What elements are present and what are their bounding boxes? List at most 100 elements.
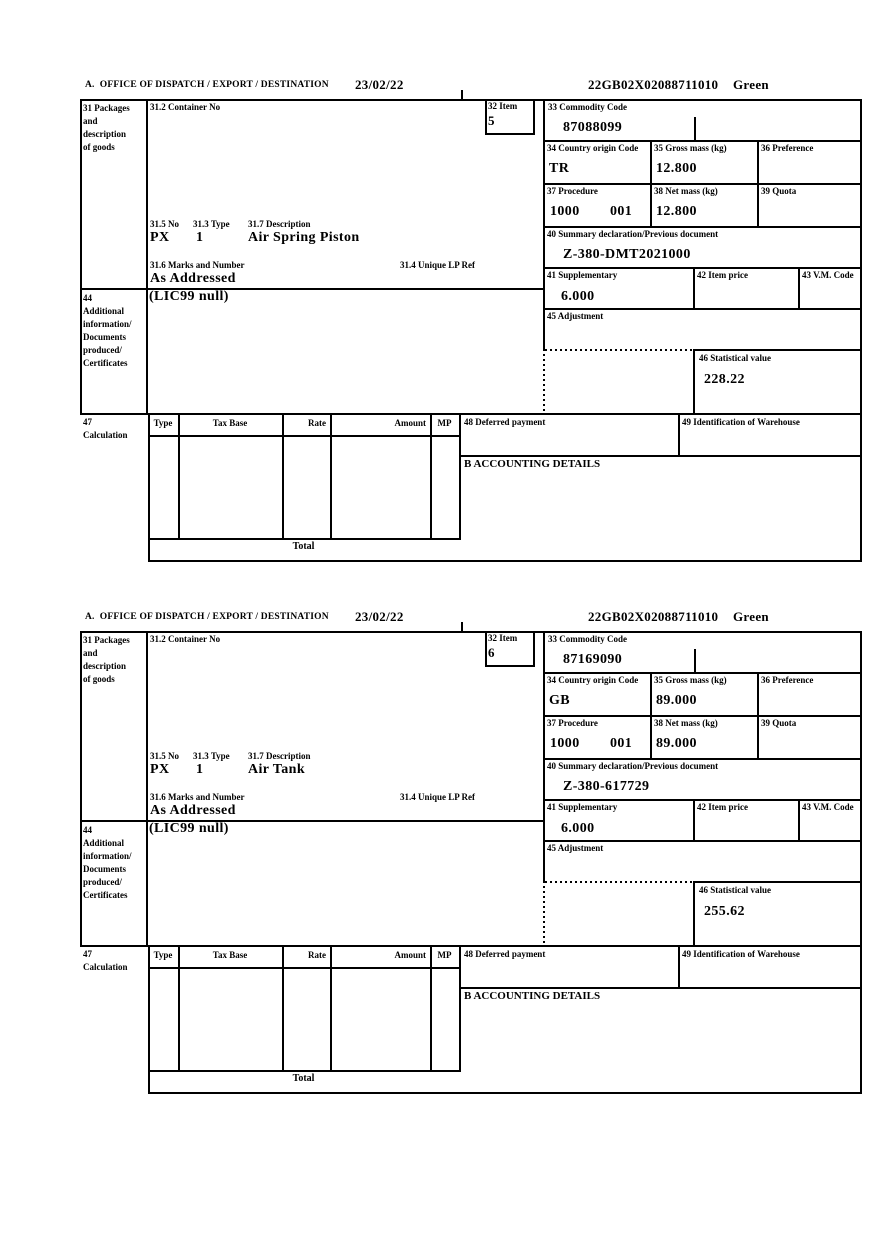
dotted-line (545, 881, 693, 883)
preference-label: 36 Preference (761, 675, 814, 685)
grid-line (860, 631, 862, 1094)
grid-line (485, 99, 487, 135)
grid-line (146, 99, 148, 415)
grid-line (459, 455, 862, 457)
grid-line (148, 435, 461, 437)
statistical-value: 255.62 (704, 904, 745, 919)
grid-line (543, 758, 862, 760)
grid-line (485, 631, 487, 667)
supplementary-label: 41 Supplementary (547, 270, 618, 280)
package-no-value: PX (150, 762, 170, 777)
grid-line (461, 90, 463, 99)
calc-type-header: Type (153, 950, 173, 960)
procedure-ext-value: 001 (610, 204, 633, 219)
vm-code-label: 43 V.M. Code (802, 802, 854, 812)
net-mass-value: 12.800 (656, 204, 697, 219)
grid-line (798, 267, 800, 310)
label-line: description (83, 661, 127, 671)
procedure-label: 37 Procedure (547, 186, 598, 196)
label-line: of goods (83, 674, 115, 684)
gross-mass-label: 35 Gross mass (kg) (654, 675, 727, 685)
grid-line (459, 987, 862, 989)
previous-document-value: Z-380-DMT2021000 (563, 247, 691, 262)
grid-line (485, 665, 535, 667)
grid-line (543, 840, 862, 842)
grid-line (678, 413, 680, 457)
grid-line (678, 945, 680, 989)
calc-amount-header: Amount (394, 950, 426, 960)
item-number-value: 6 (488, 645, 495, 660)
label-line: Certificates (83, 890, 128, 900)
deferred-payment-label: 48 Deferred payment (464, 417, 546, 427)
supplementary-label: 41 Supplementary (547, 802, 618, 812)
mrn-reference: 22GB02X02088711010 (588, 77, 719, 92)
statistical-value-label: 46 Statistical value (699, 885, 771, 895)
grid-line (798, 799, 800, 842)
grid-line (459, 945, 461, 1072)
grid-line (860, 99, 862, 562)
grid-line (148, 538, 461, 540)
grid-line (80, 631, 82, 947)
grid-line (543, 672, 862, 674)
declaration-item-block: A. OFFICE OF DISPATCH / EXPORT / DESTINA… (0, 75, 882, 570)
grid-line (148, 967, 461, 969)
label-line: information/ (83, 319, 132, 329)
gross-mass-value: 12.800 (656, 161, 697, 176)
grid-line (148, 1092, 862, 1094)
package-type-value: 1 (196, 762, 204, 777)
grid-line (146, 631, 148, 947)
grid-line (543, 308, 862, 310)
label-line: information/ (83, 851, 132, 861)
label-line: Additional (83, 306, 125, 316)
unique-lp-ref-label: 31.4 Unique LP Ref (400, 792, 476, 802)
marks-and-number-value: As Addressed (150, 271, 236, 286)
net-mass-label: 38 Net mass (kg) (654, 186, 718, 196)
package-no-label: 31.5 No (150, 751, 179, 761)
declaration-item-block: A. OFFICE OF DISPATCH / EXPORT / DESTINA… (0, 607, 882, 1102)
marks-and-number-label: 31.6 Marks and Number (150, 792, 245, 802)
gross-mass-label: 35 Gross mass (kg) (654, 143, 727, 153)
supplementary-value: 6.000 (561, 821, 595, 836)
quota-label: 39 Quota (761, 186, 797, 196)
grid-line (178, 413, 180, 540)
item-price-label: 42 Item price (697, 802, 748, 812)
box31-packages-label: 31 Packages and description of goods (83, 102, 145, 154)
container-no-label: 31.2 Container No (150, 102, 221, 112)
calc-amount-header: Amount (394, 418, 426, 428)
dotted-line (543, 881, 545, 945)
grid-line (693, 881, 695, 947)
grid-line (80, 99, 862, 101)
office-of-dispatch-header: A. OFFICE OF DISPATCH / EXPORT / DESTINA… (85, 612, 329, 622)
label-line: 31 Packages (83, 103, 130, 113)
package-no-label: 31.5 No (150, 219, 179, 229)
grid-line (693, 267, 695, 310)
label-line: 44 (83, 293, 92, 303)
calc-rate-header: Rate (308, 418, 326, 428)
commodity-code-subdivision-tick (694, 117, 696, 141)
declaration-date: 23/02/22 (355, 609, 404, 624)
calc-mp-header: MP (437, 418, 452, 428)
label-line: Certificates (83, 358, 128, 368)
grid-line (80, 413, 862, 415)
grid-line (757, 672, 759, 760)
declaration-date: 23/02/22 (355, 77, 404, 92)
gross-mass-value: 89.000 (656, 693, 697, 708)
package-type-label: 31.3 Type (193, 219, 230, 229)
deferred-payment-label: 48 Deferred payment (464, 949, 546, 959)
grid-line (543, 99, 545, 349)
total-label: Total (292, 1073, 315, 1084)
grid-line (543, 140, 862, 142)
grid-line (543, 183, 862, 185)
grid-line (461, 622, 463, 631)
statistical-value-label: 46 Statistical value (699, 353, 771, 363)
unique-lp-ref-label: 31.4 Unique LP Ref (400, 260, 476, 270)
grid-line (485, 133, 535, 135)
marks-and-number-label: 31.6 Marks and Number (150, 260, 245, 270)
commodity-code-label: 33 Commodity Code (548, 634, 627, 644)
grid-line (757, 140, 759, 228)
box44-additional-info-label: 44 Additional information/ Documents pro… (83, 824, 145, 902)
container-no-label: 31.2 Container No (150, 634, 221, 644)
goods-description-label: 31.7 Description (248, 219, 311, 229)
accounting-details-header: B ACCOUNTING DETAILS (464, 458, 601, 470)
